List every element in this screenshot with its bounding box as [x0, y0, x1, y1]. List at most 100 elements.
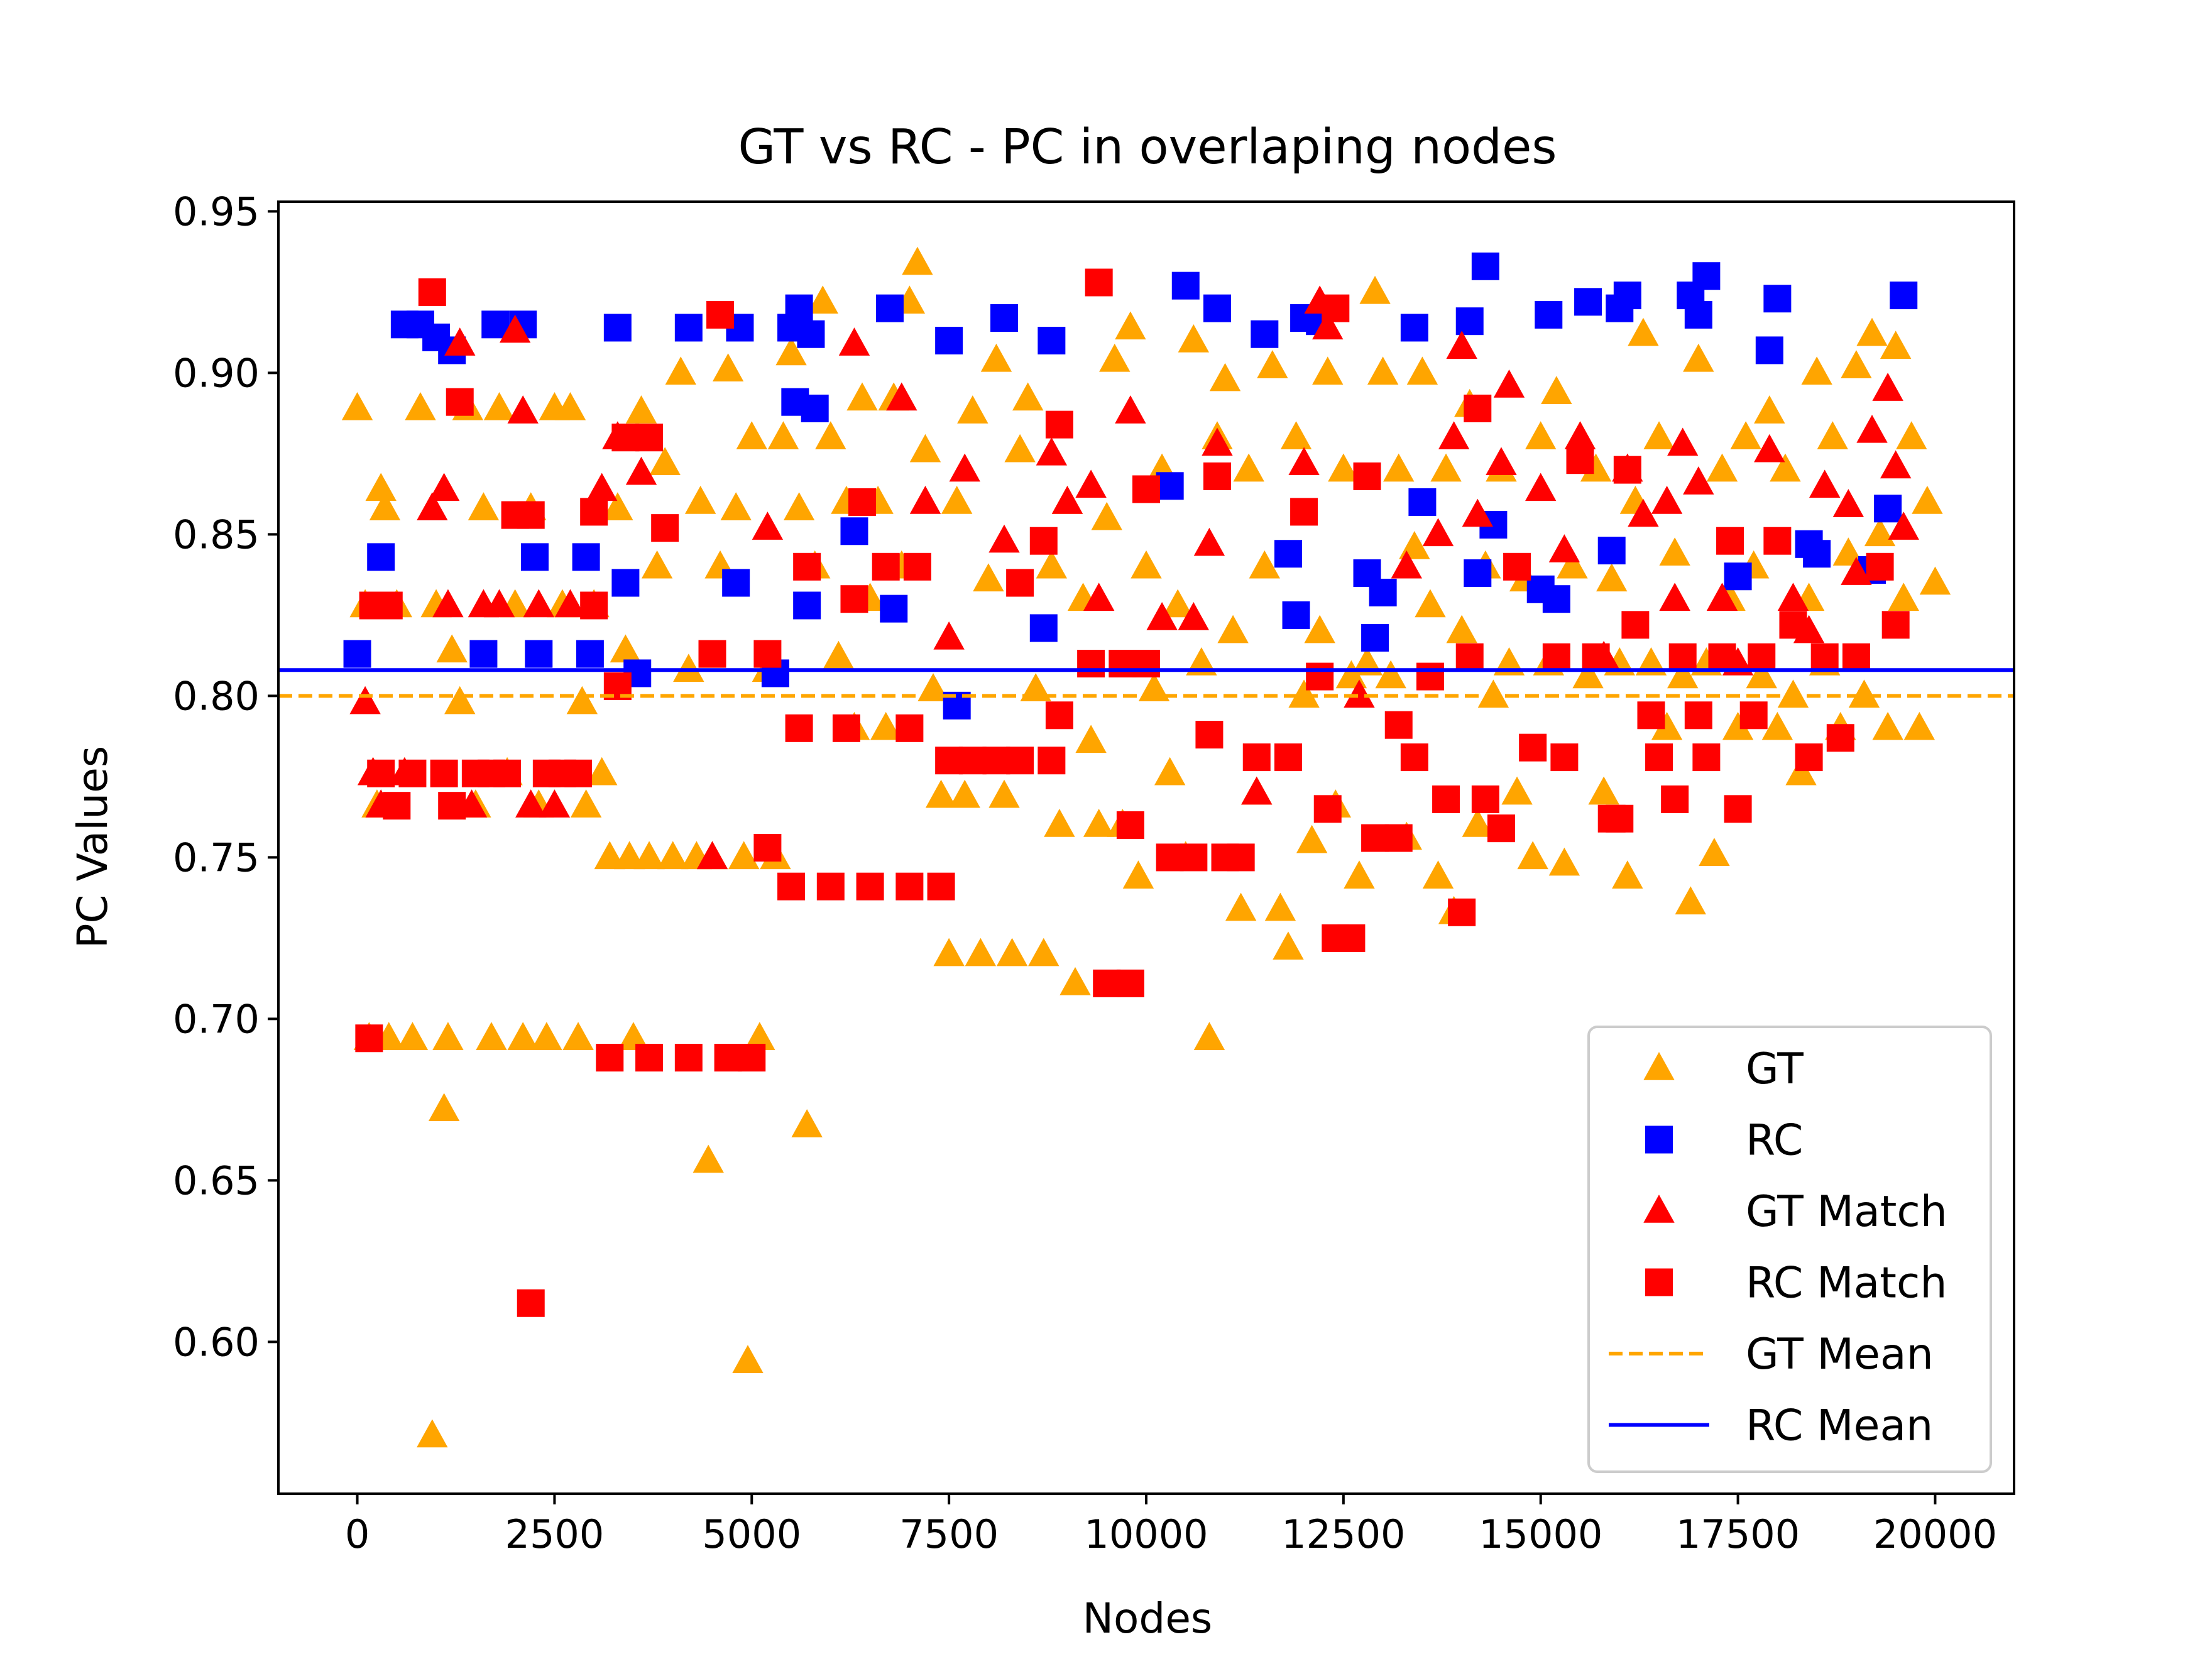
gt-point	[1722, 711, 1754, 740]
rc-point	[722, 569, 750, 597]
rc-point	[611, 569, 640, 597]
rc-match-point	[753, 834, 782, 862]
rc-match-point	[438, 792, 466, 820]
rc-match-point	[1109, 650, 1137, 678]
x-tick-label: 5000	[702, 1511, 801, 1557]
gt-point	[1249, 550, 1281, 579]
gt-match-point	[483, 589, 515, 618]
gt-match-point	[909, 486, 941, 514]
rc-point	[1574, 288, 1602, 316]
rc-match-point	[1203, 462, 1231, 490]
rc-match-point	[895, 714, 924, 742]
y-axis-label: PC Values	[68, 746, 117, 949]
y-tick-label: 0.90	[173, 350, 260, 396]
rc-point	[1803, 540, 1831, 568]
rc-match-point	[1487, 814, 1515, 843]
gt-point	[1225, 892, 1257, 921]
gt-match-point	[507, 395, 539, 424]
rc-match-point	[1519, 733, 1547, 762]
legend-label: GT	[1746, 1044, 1804, 1094]
gt-point	[791, 1109, 823, 1137]
gt-match-point	[1486, 447, 1517, 476]
gt-point	[728, 841, 760, 870]
legend-handle-gt-match	[1643, 1195, 1675, 1223]
gt-point	[1841, 350, 1872, 378]
rc-match-point	[375, 591, 403, 620]
gt-point	[720, 492, 752, 521]
gt-point	[1919, 566, 1951, 595]
gt-point	[1178, 324, 1210, 353]
gt-match-point	[1146, 602, 1178, 630]
gt-point	[1075, 725, 1107, 753]
rc-match-point	[1661, 785, 1689, 813]
gt-point	[1880, 331, 1912, 359]
rc-point	[1597, 537, 1626, 565]
gt-point	[941, 486, 973, 514]
gt-point	[673, 654, 704, 682]
gt-point	[1446, 615, 1477, 643]
gt-point	[744, 1022, 775, 1050]
gt-point	[1896, 421, 1927, 449]
gt-match-point	[1667, 427, 1699, 456]
gt-match-point	[1880, 450, 1912, 479]
gt-match-point	[523, 589, 554, 618]
gt-point	[1430, 453, 1462, 482]
rc-match-point	[1606, 804, 1634, 833]
rc-match-point	[446, 388, 474, 416]
rc-match-point	[1045, 701, 1073, 730]
rc-match-point	[1132, 475, 1160, 503]
gt-point	[736, 421, 767, 449]
rc-match-point	[1085, 268, 1113, 297]
series-gt-match	[349, 285, 1919, 870]
gt-point	[712, 353, 744, 381]
gt-point	[531, 1022, 562, 1050]
gt-point	[610, 634, 642, 663]
rc-match-point	[383, 792, 411, 820]
gt-point	[1233, 453, 1264, 482]
gt-point	[980, 343, 1012, 372]
gt-point	[933, 938, 965, 966]
gt-point	[1257, 350, 1288, 378]
rc-match-point	[1384, 711, 1413, 739]
rc-match-point	[903, 552, 931, 581]
rc-match-point	[1739, 701, 1768, 730]
gt-point	[1888, 583, 1919, 611]
rc-match-point	[1763, 527, 1792, 555]
gt-point	[1091, 501, 1122, 530]
rc-point	[1203, 294, 1231, 322]
rc-point	[1038, 327, 1066, 355]
gt-point	[1612, 860, 1643, 889]
x-tick-label: 0	[345, 1511, 370, 1557]
gt-match-point	[933, 621, 965, 650]
rc-point	[1535, 300, 1563, 329]
rc-match-point	[1116, 969, 1144, 997]
rc-point	[1455, 307, 1484, 336]
x-axis-label: Nodes	[1083, 1594, 1213, 1643]
gt-point	[1501, 776, 1533, 805]
gt-match-point	[1115, 395, 1146, 424]
rc-match-point	[1274, 743, 1302, 772]
x-tick-label: 15000	[1479, 1511, 1602, 1557]
rc-match-point	[1716, 527, 1744, 555]
rc-point	[1400, 314, 1428, 342]
rc-match-point	[1353, 462, 1381, 490]
gt-point	[1777, 679, 1809, 708]
gt-point	[925, 779, 957, 808]
rc-match-point	[430, 759, 458, 787]
gt-match-point	[886, 382, 917, 411]
rc-point	[1692, 262, 1721, 290]
x-tick-label: 12500	[1281, 1511, 1405, 1557]
gt-match-point	[1809, 469, 1841, 498]
gt-point	[1596, 563, 1628, 592]
x-tick-label: 2500	[505, 1511, 605, 1557]
gt-match-point	[1344, 679, 1375, 708]
gt-point	[1667, 660, 1699, 689]
gt-point	[405, 391, 436, 420]
rc-match-point	[1322, 294, 1350, 322]
gt-point	[476, 1022, 507, 1050]
rc-match-point	[1613, 456, 1641, 484]
gt-point	[365, 473, 397, 501]
rc-match-point	[777, 872, 806, 901]
gt-point	[594, 841, 625, 870]
gt-point	[807, 285, 838, 314]
